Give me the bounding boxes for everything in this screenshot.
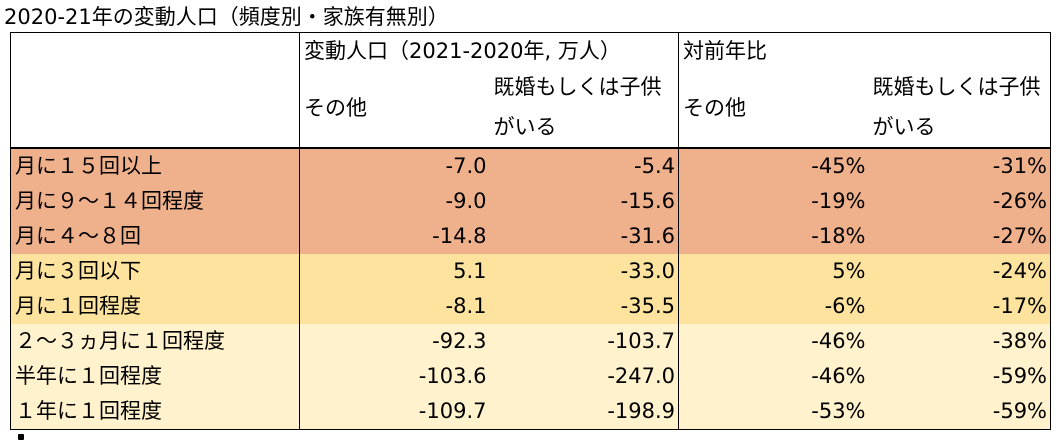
- row-label: 月に４～８回: [10, 218, 300, 254]
- yoy-other-cell: -46%: [678, 358, 869, 394]
- yoy-other-cell: -6%: [678, 288, 869, 324]
- row-label: 月に９～１４回程度: [10, 183, 300, 219]
- pop-family-cell: -31.6: [489, 218, 679, 254]
- yoy-other-cell: -46%: [678, 323, 869, 359]
- pop-family-cell: -35.5: [489, 288, 679, 324]
- header-yoy-other: その他: [678, 66, 869, 149]
- pop-family-cell: -33.0: [489, 253, 679, 289]
- row-label: 月に３回以下: [10, 253, 300, 289]
- row-label: 月に１５回以上: [10, 147, 300, 184]
- table-row: １年に１回程度 -109.7 -198.9 -53% -59%: [10, 393, 1052, 430]
- header-pop-family-line1: 既婚もしくは子供: [493, 74, 662, 99]
- pop-other-cell: -14.8: [299, 218, 490, 254]
- row-label: １年に１回程度: [10, 393, 300, 430]
- header-population-change: 変動人口（2021-2020年, 万人）: [298, 32, 679, 67]
- page-title: 2020-21年の変動人口（頻度別・家族有無別）: [4, 5, 449, 29]
- table-row: 月に１５回以上 -7.0 -5.4 -45% -31%: [10, 147, 1052, 184]
- header-pop-family-line2: がいる: [493, 114, 557, 139]
- pop-other-cell: 5.1: [299, 253, 490, 289]
- yoy-family-cell: -31%: [868, 147, 1052, 184]
- population-table: 変動人口（2021-2020年, 万人） 対前年比 その他 既婚もしくは子供 が…: [10, 32, 1052, 430]
- pop-family-cell: -247.0: [489, 358, 679, 394]
- yoy-family-cell: -17%: [868, 288, 1052, 324]
- table-row: 半年に１回程度 -103.6 -247.0 -46% -59%: [10, 358, 1052, 394]
- yoy-family-cell: -59%: [868, 393, 1052, 430]
- table-row: 月に１回程度 -8.1 -35.5 -6% -17%: [10, 288, 1052, 324]
- pop-family-cell: -15.6: [489, 183, 679, 219]
- pop-other-cell: -103.6: [299, 358, 490, 394]
- yoy-family-cell: -27%: [868, 218, 1052, 254]
- pop-family-cell: -103.7: [489, 323, 679, 359]
- yoy-other-cell: -45%: [678, 147, 869, 184]
- yoy-family-cell: -38%: [868, 323, 1052, 359]
- table-row: 月に９～１４回程度 -9.0 -15.6 -19% -26%: [10, 183, 1052, 219]
- row-label: 月に１回程度: [10, 288, 300, 324]
- pop-other-cell: -109.7: [299, 393, 490, 430]
- pop-other-cell: -9.0: [299, 183, 490, 219]
- header-yoy-family-line1: 既婚もしくは子供: [872, 74, 1041, 99]
- table-row: ２～３ヵ月に１回程度 -92.3 -103.7 -46% -38%: [10, 323, 1052, 359]
- header-pop-family: 既婚もしくは子供 がいる: [489, 66, 679, 149]
- pop-other-cell: -8.1: [299, 288, 490, 324]
- yoy-other-cell: 5%: [678, 253, 869, 289]
- header-row-group: 変動人口（2021-2020年, 万人） 対前年比: [10, 32, 1052, 149]
- yoy-family-cell: -26%: [868, 183, 1052, 219]
- yoy-other-cell: -53%: [678, 393, 869, 430]
- row-label: ２～３ヵ月に１回程度: [10, 323, 300, 359]
- row-label: 半年に１回程度: [10, 358, 300, 394]
- yoy-family-cell: -24%: [868, 253, 1052, 289]
- table-row: 月に４～８回 -14.8 -31.6 -18% -27%: [10, 218, 1052, 254]
- header-row-columns: その他 既婚もしくは子供 がいる その他 既婚もしくは子供 がいる: [11, 66, 1052, 149]
- yoy-family-cell: -59%: [868, 358, 1052, 394]
- yoy-other-cell: -19%: [678, 183, 869, 219]
- header-yoy: 対前年比: [678, 32, 1052, 67]
- cropped-footnote-fragment: [10, 432, 410, 440]
- header-yoy-family-line2: がいる: [872, 114, 936, 139]
- table-row: 月に３回以下 5.1 -33.0 5% -24%: [10, 253, 1052, 289]
- header-corner: [10, 32, 300, 149]
- pop-other-cell: -92.3: [299, 323, 490, 359]
- yoy-other-cell: -18%: [678, 218, 869, 254]
- header-yoy-family: 既婚もしくは子供 がいる: [868, 66, 1052, 149]
- pop-other-cell: -7.0: [299, 147, 490, 184]
- header-pop-other: その他: [299, 66, 490, 149]
- pop-family-cell: -5.4: [489, 147, 679, 184]
- pop-family-cell: -198.9: [489, 393, 679, 430]
